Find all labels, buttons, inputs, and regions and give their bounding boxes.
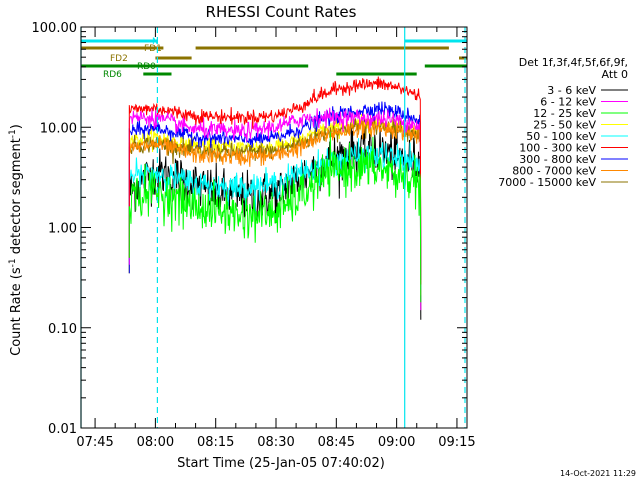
state-bar-label: N xyxy=(152,37,159,47)
state-bar-label: FD2 xyxy=(110,54,128,64)
y-tick-label: 100.00 xyxy=(32,21,78,36)
legend-label: 50 - 100 keV xyxy=(526,130,596,143)
legend-label: 3 - 6 keV xyxy=(547,84,596,97)
y-axis-label-middle: detector segment xyxy=(9,138,24,258)
state-bar-label: RD0 xyxy=(137,62,156,72)
y-axis-label: Count Rate (s-1 detector segment-1) xyxy=(8,124,24,356)
y-axis-label-end: ) xyxy=(9,124,24,129)
data-layer xyxy=(128,76,422,320)
series-line-8 xyxy=(128,118,422,276)
legend-label: 300 - 800 keV xyxy=(519,153,596,166)
legend-label: 12 - 25 keV xyxy=(533,107,596,120)
x-tick-label: 08:30 xyxy=(257,435,294,450)
legend-header-line-2: Att 0 xyxy=(602,68,628,81)
series-line-2 xyxy=(128,107,422,311)
legend-header-line-1: Det 1f,3f,4f,5f,6f,9f, xyxy=(519,56,628,69)
state-bar-fd1: FD1 xyxy=(81,44,449,54)
y-axis-label-exponent-2: -1 xyxy=(8,129,18,138)
y-axis-ticks: 0.01 0.10 1.00 10.00 100.00 xyxy=(32,21,467,437)
x-tick-label: 07:45 xyxy=(76,435,113,450)
state-bar-rd6: RD6 xyxy=(103,70,417,80)
y-axis-label-exponent-1: -1 xyxy=(8,258,18,267)
series-line-6 xyxy=(128,76,422,285)
legend-label: 25 - 50 keV xyxy=(533,119,596,132)
y-tick-label: 0.10 xyxy=(48,322,77,337)
y-tick-label: 10.00 xyxy=(40,121,77,136)
legend-label: 100 - 300 keV xyxy=(519,142,596,155)
x-tick-label: 09:00 xyxy=(378,435,415,450)
legend-label: 6 - 12 keV xyxy=(540,96,596,109)
chart-title: RHESSI Count Rates xyxy=(206,3,357,21)
y-tick-label: 0.01 xyxy=(48,422,77,437)
x-tick-label: 08:45 xyxy=(318,435,355,450)
y-axis-label-main: Count Rate (s xyxy=(9,267,24,356)
y-tick-label: 1.00 xyxy=(48,222,77,237)
x-axis-label: Start Time (25-Jan-05 07:40:02) xyxy=(177,456,385,471)
legend-label: 800 - 7000 keV xyxy=(512,165,596,178)
timestamp: 14-Oct-2021 11:29 xyxy=(560,469,636,478)
state-bar-n: N xyxy=(81,37,467,47)
state-bar-fd2: FD2 xyxy=(110,54,467,64)
series-line-3 xyxy=(128,132,422,303)
x-tick-label: 08:15 xyxy=(197,435,234,450)
state-bar-label: RD6 xyxy=(103,70,122,80)
legend-label: 7000 - 15000 keV xyxy=(498,176,596,189)
x-axis-ticks: 07:45 08:00 08:15 08:30 08:45 09:00 09:15 xyxy=(76,27,476,450)
state-bar-label: FD1 xyxy=(144,44,162,54)
x-tick-label: 09:15 xyxy=(438,435,475,450)
x-tick-label: 08:00 xyxy=(137,435,174,450)
state-bar-rd0: RD0 xyxy=(81,62,467,72)
legend: Det 1f,3f,4f,5f,6f,9f, Att 0 3 - 6 keV6 … xyxy=(498,56,628,189)
